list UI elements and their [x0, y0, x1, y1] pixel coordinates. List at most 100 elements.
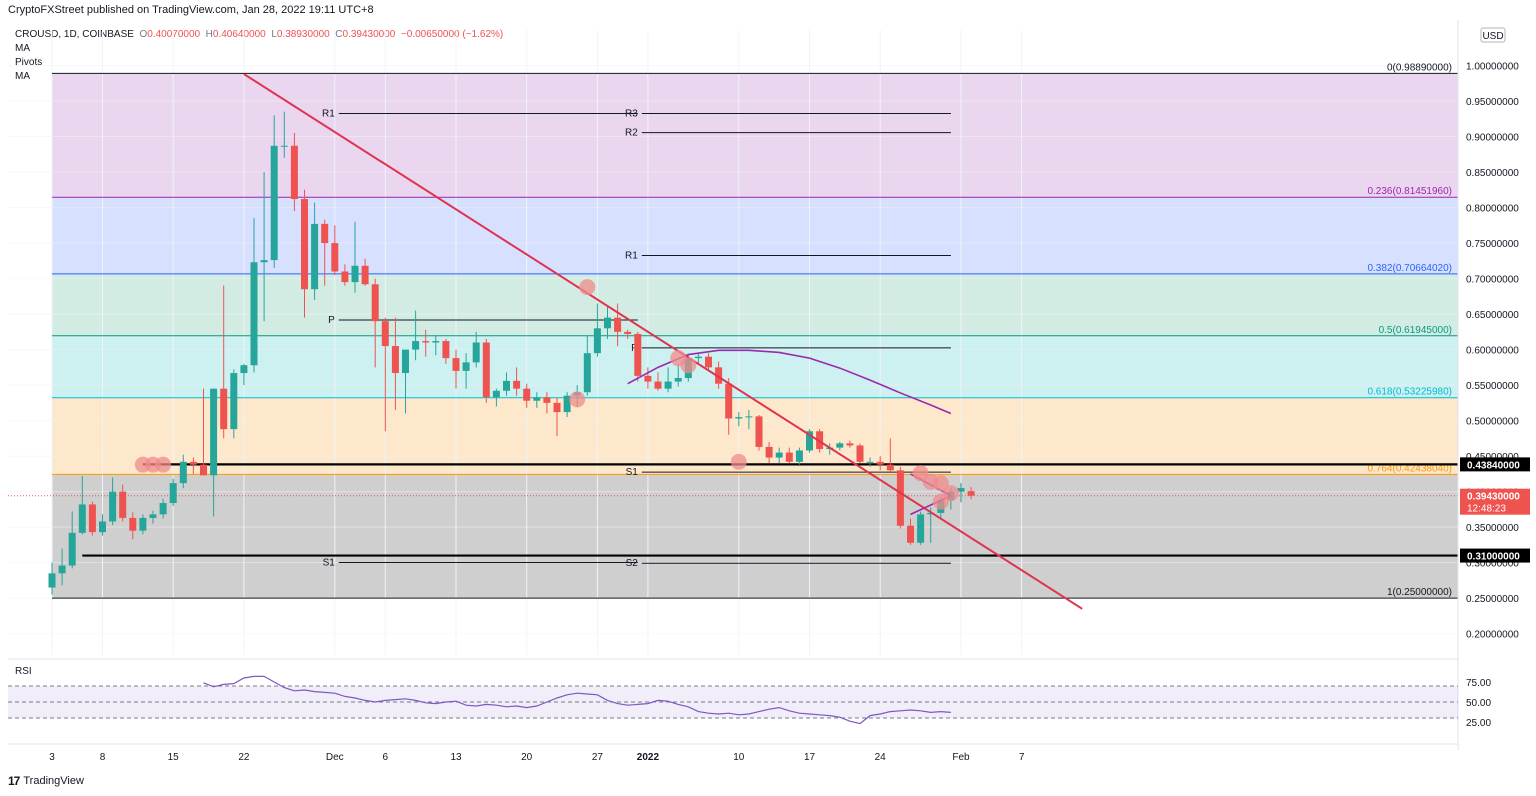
open-label: O [139, 29, 148, 40]
indicator-pivots[interactable]: Pivots [15, 57, 43, 68]
candle-body-39 [442, 341, 450, 359]
price-tick-3: 0.85000000 [1466, 168, 1519, 179]
rsi-tick-0: 75.00 [1466, 678, 1491, 689]
low-value: 0.38930000 [276, 29, 330, 40]
candle-body-91 [967, 491, 975, 496]
candle-body-74 [795, 450, 803, 462]
price-axis[interactable]: USD 1.00000000 0.95000000 0.90000000 0.85000… [1457, 20, 1530, 750]
high-value: 0.40640000 [212, 29, 266, 40]
price-tick-10: 0.50000000 [1466, 417, 1519, 428]
fib-zone-0 [52, 73, 1458, 198]
low-label: L [271, 29, 277, 40]
indicator-ma-2[interactable]: MA [15, 71, 30, 82]
price-tick-8: 0.60000000 [1466, 346, 1519, 357]
time-tick-3: 22 [238, 752, 250, 763]
price-tick-7: 0.65000000 [1466, 310, 1519, 321]
rsi-label: RSI [15, 666, 32, 677]
pivot-label-4: R2 [625, 128, 638, 139]
fib-zone-3 [52, 335, 1458, 398]
touch-marker-4 [579, 279, 596, 296]
candle-body-29 [341, 271, 349, 283]
candle-body-8 [129, 517, 137, 531]
fib-zone-4 [52, 397, 1458, 475]
time-tick-2: 15 [168, 752, 180, 763]
close-label: C [335, 29, 343, 40]
level-badge-label-0: 0.43840000 [1467, 460, 1520, 471]
fib-label-1: 0.236(0.81451960) [1367, 186, 1452, 197]
candle-body-7 [119, 491, 127, 518]
fib-label-4: 0.618(0.53225980) [1367, 387, 1452, 398]
candle-body-51 [563, 395, 571, 413]
candle-body-73 [785, 452, 793, 462]
candle-body-11 [159, 503, 167, 515]
price-tick-16: 0.20000000 [1466, 630, 1519, 641]
candle-body-50 [553, 402, 561, 413]
candle-body-17 [220, 388, 228, 430]
pivot-label-2: S1 [323, 558, 336, 569]
candle-body-54 [593, 328, 601, 354]
time-axis[interactable]: 3 8 15 22 Dec 6 13 20 27 2022 10 17 24 Feb 7 [8, 743, 1458, 763]
fib-label-3: 0.5(0.61945000) [1379, 325, 1452, 336]
pivot-label-5: R1 [625, 250, 638, 261]
time-tick-8: 27 [592, 752, 604, 763]
time-tick-9: 2022 [637, 752, 660, 763]
candle-body-83 [886, 464, 894, 471]
time-tick-0: 3 [49, 752, 55, 763]
tradingview-logo-icon: 17 [8, 774, 20, 788]
indicator-ma-1[interactable]: MA [15, 43, 30, 54]
candle-body-5 [99, 521, 106, 533]
candle-body-47 [523, 388, 531, 401]
price-tick-1: 0.95000000 [1466, 97, 1519, 108]
touch-marker-2 [155, 456, 172, 473]
candle-body-72 [775, 452, 783, 458]
candle-body-30 [351, 265, 359, 283]
fib-zone-1 [52, 197, 1458, 274]
candle-body-44 [492, 390, 500, 398]
currency-label: USD [1482, 31, 1503, 42]
fib-label-5: 0.764(0.42438040) [1367, 463, 1452, 474]
price-tick-9: 0.55000000 [1466, 381, 1519, 392]
candle-body-82 [876, 461, 884, 465]
time-tick-1: 8 [100, 752, 106, 763]
candle-body-67 [725, 383, 733, 419]
high-label: H [205, 29, 213, 40]
overlays [134, 73, 1083, 610]
symbol-label[interactable]: CROUSD, 1D, COINBASE [15, 29, 134, 40]
pivot-label-7: S1 [626, 467, 639, 478]
candle-body-19 [240, 365, 248, 374]
candle-body-57 [624, 331, 632, 334]
candle-body-66 [715, 367, 723, 384]
candle-body-90 [957, 488, 965, 492]
rsi-line [203, 675, 951, 725]
candle-body-69 [745, 416, 753, 418]
touch-marker-10 [932, 475, 949, 492]
candle-body-85 [907, 525, 914, 543]
candle-body-68 [735, 417, 743, 419]
candle-body-61 [664, 381, 672, 389]
candle-body-45 [503, 380, 510, 391]
candle-body-46 [513, 380, 521, 389]
candle-body-37 [422, 341, 430, 343]
pivot-label-3: R3 [625, 108, 638, 119]
candle-body-87 [927, 512, 935, 515]
price-tick-0: 1.00000000 [1466, 62, 1519, 73]
fib-zone-5 [52, 474, 1458, 599]
fib-label-6: 1(0.25000000) [1387, 587, 1452, 598]
time-tick-5: 6 [383, 752, 389, 763]
candle-body-41 [462, 362, 470, 371]
fib-label-2: 0.382(0.70664020) [1367, 263, 1452, 274]
pivot-label-8: S2 [626, 558, 639, 569]
publisher-header: CryptoFXStreet published on TradingView.… [8, 4, 374, 16]
candle-body-36 [412, 341, 420, 350]
candle-body-31 [361, 265, 369, 285]
candle-body-55 [604, 317, 611, 329]
candle-body-9 [139, 517, 147, 531]
rsi-pane: RSI 75.00 50.00 25.00 [8, 658, 1491, 729]
rsi-tick-1: 50.00 [1466, 698, 1491, 709]
time-tick-6: 13 [450, 752, 462, 763]
candle-body-18 [230, 373, 238, 430]
candle-body-75 [806, 431, 813, 451]
candle-body-32 [371, 284, 379, 322]
candle-body-34 [391, 346, 399, 374]
